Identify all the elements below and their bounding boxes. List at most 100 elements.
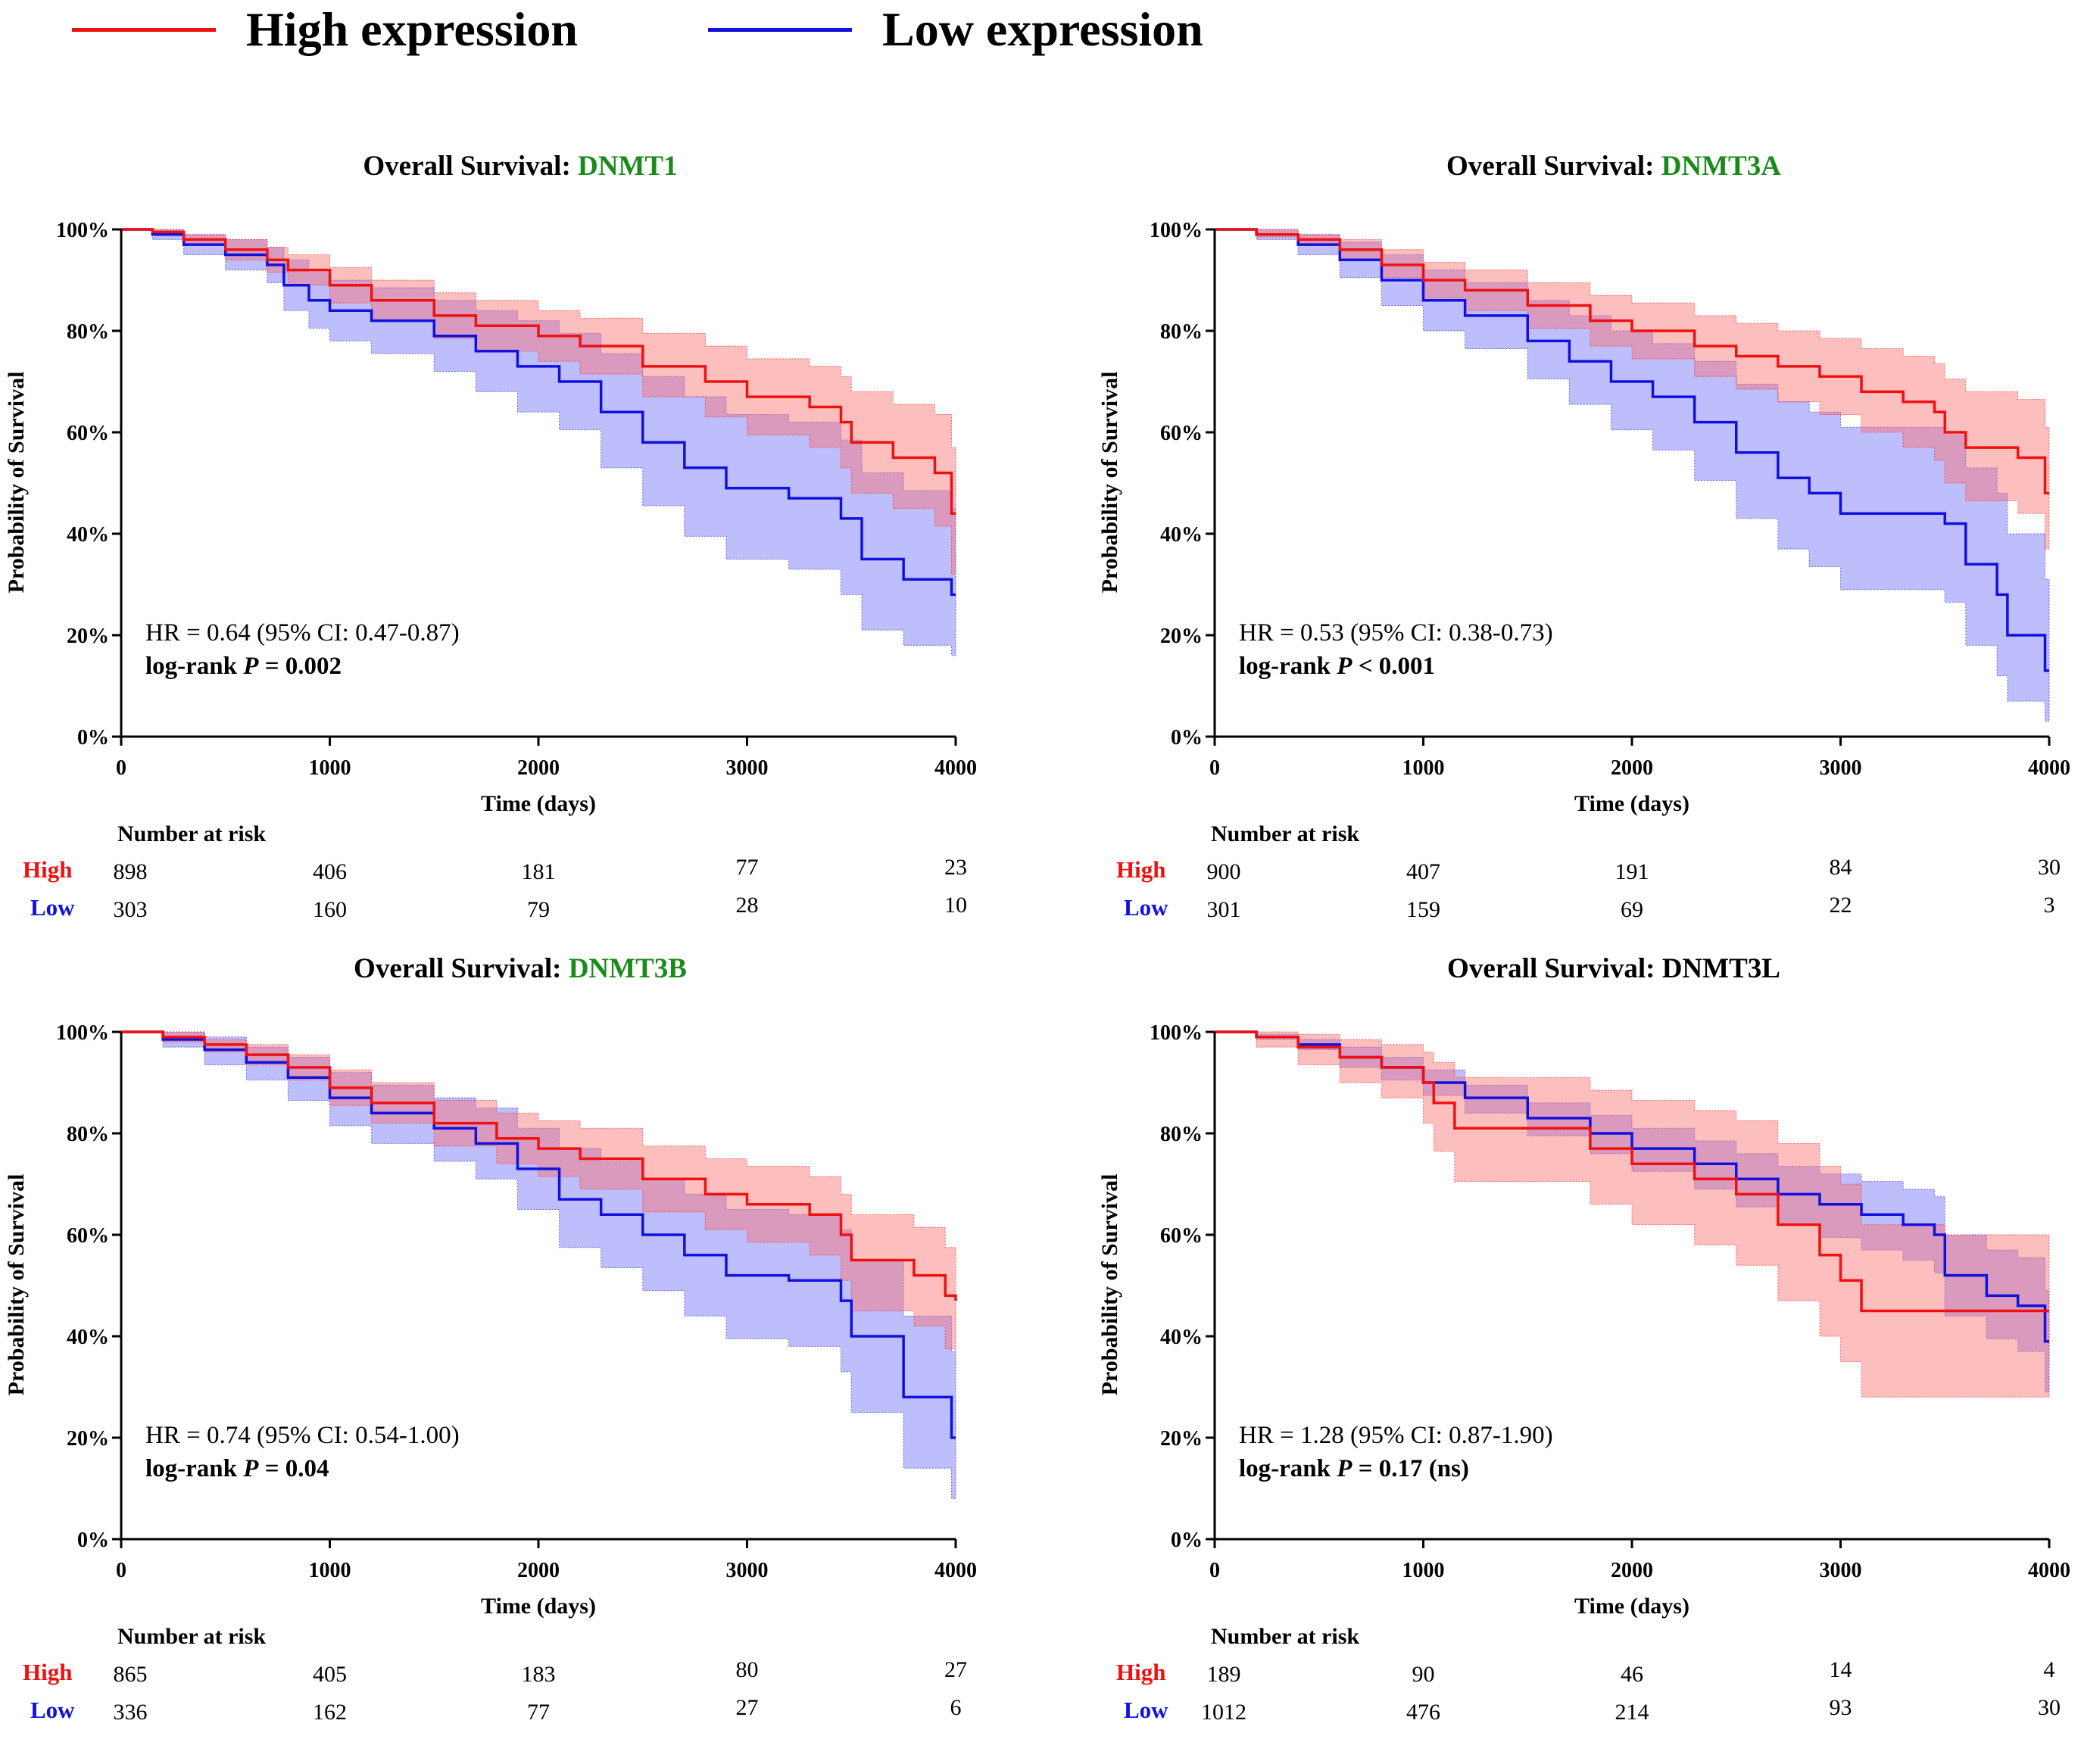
y-axis-label: Probability of Survival xyxy=(1097,371,1122,594)
risk-label-high: High xyxy=(1116,1659,1166,1685)
risk-count-low: 3 xyxy=(2043,893,2055,918)
risk-count-high: 865 xyxy=(113,1662,148,1687)
ci-band-high xyxy=(1215,1031,2050,1398)
risk-label-high: High xyxy=(23,1659,73,1685)
number-at-risk-title: Number at risk xyxy=(1211,1624,1360,1649)
number-at-risk-title: Number at risk xyxy=(1211,821,1360,846)
risk-count-low: 30 xyxy=(2038,1695,2061,1720)
y-tick-label: 0% xyxy=(77,1529,109,1552)
risk-count-low: 1012 xyxy=(1201,1700,1246,1725)
hazard-ratio-text: HR = 1.28 (95% CI: 0.87-1.90) xyxy=(1239,1422,1553,1449)
risk-count-low: 6 xyxy=(950,1695,962,1720)
hazard-ratio-text: HR = 0.64 (95% CI: 0.47-0.87) xyxy=(145,619,460,647)
panel-dnmt3a: Overall Survival: DNMT3A 0% 20% 40% 60% 80% 10… xyxy=(1094,144,2081,961)
legend-swatch-high xyxy=(72,27,216,32)
legend-label-high: High expression xyxy=(246,2,578,56)
y-tick-label: 40% xyxy=(1160,1326,1203,1349)
x-tick-label: 3000 xyxy=(1820,1559,1862,1582)
y-tick-label: 60% xyxy=(67,1224,109,1248)
ci-band-high xyxy=(121,229,956,575)
y-tick-label: 60% xyxy=(67,422,109,445)
chart-title-prefix: Overall Survival: xyxy=(354,953,569,984)
y-axis-label: Probability of Survival xyxy=(4,1173,29,1396)
legend-item-high: High expression xyxy=(72,2,578,58)
survival-plot: 0% 20% 40% 60% 80% 100% 0 1000 2000 3000 4000 xyxy=(1150,219,2070,780)
chart-title: Overall Survival: DNMT1 xyxy=(0,150,1040,182)
y-tick-label: 0% xyxy=(1171,1529,1203,1552)
hazard-ratio-text: HR = 0.53 (95% CI: 0.38-0.73) xyxy=(1239,619,1553,647)
survival-curve-low xyxy=(121,1030,956,1439)
logrank-value: = 0.04 xyxy=(258,1455,329,1482)
risk-count-low: 28 xyxy=(735,893,759,918)
risk-count-high: 84 xyxy=(1829,855,1852,880)
risk-count-high: 405 xyxy=(313,1662,347,1687)
chart-title-prefix: Overall Survival: xyxy=(363,151,579,182)
survival-plot: 0% 20% 40% 60% 80% 100% 0 1000 2000 3000 4000 xyxy=(56,219,977,780)
y-tick-label: 60% xyxy=(1160,422,1203,445)
risk-count-high: 90 xyxy=(1412,1662,1435,1687)
x-tick-label: 3000 xyxy=(726,756,769,780)
legend-item-low: Low expression xyxy=(708,2,1203,58)
y-axis-label: Probability of Survival xyxy=(1097,1173,1122,1396)
risk-count-low: 336 xyxy=(113,1700,148,1725)
logrank-value: = 0.002 xyxy=(258,653,342,680)
chart-title-gene: DNMT3A xyxy=(1661,151,1781,182)
risk-count-low: 93 xyxy=(1829,1695,1852,1720)
y-tick-label: 40% xyxy=(67,523,109,547)
risk-count-low: 214 xyxy=(1615,1700,1649,1725)
x-tick-label: 2000 xyxy=(1611,1559,1653,1582)
x-axis-label: Time (days) xyxy=(1574,1594,1689,1619)
risk-count-high: 183 xyxy=(521,1662,556,1687)
ci-band-low xyxy=(1215,1031,2050,1393)
logrank-p-symbol: P xyxy=(1337,1455,1352,1482)
panel-dnmt1: Overall Survival: DNMT1 0% 20% 40% 60% 80% 100… xyxy=(0,144,1040,961)
survival-curve-high xyxy=(121,1030,957,1301)
chart-title: Overall Survival: DNMT3A xyxy=(1094,150,2081,182)
x-tick-label: 3000 xyxy=(726,1559,769,1582)
y-tick-label: 40% xyxy=(1160,523,1203,547)
y-tick-label: 80% xyxy=(1160,320,1203,344)
survival-curve-high xyxy=(121,228,956,515)
logrank-text: log-rank P = 0.002 xyxy=(145,653,342,681)
y-tick-label: 20% xyxy=(67,1427,109,1451)
risk-count-low: 22 xyxy=(1829,893,1852,918)
y-tick-label: 0% xyxy=(1171,726,1203,750)
x-tick-label: 4000 xyxy=(934,1559,977,1582)
y-tick-label: 40% xyxy=(67,1326,109,1349)
number-at-risk-title: Number at risk xyxy=(117,821,267,846)
risk-count-low: 303 xyxy=(113,897,148,922)
risk-label-high: High xyxy=(1116,856,1166,883)
risk-count-high: 80 xyxy=(735,1657,759,1682)
x-axis-label: Time (days) xyxy=(1574,791,1689,816)
logrank-p-symbol: P xyxy=(243,1455,259,1482)
ci-band-high xyxy=(121,1031,956,1352)
logrank-prefix: log-rank xyxy=(145,653,244,680)
x-tick-label: 4000 xyxy=(2028,756,2070,780)
logrank-p-symbol: P xyxy=(1337,653,1352,680)
x-tick-label: 1000 xyxy=(309,1559,351,1582)
chart-title: Overall Survival: DNMT3B xyxy=(0,952,1040,985)
risk-count-high: 46 xyxy=(1621,1662,1643,1687)
legend: High expression Low expression xyxy=(0,0,2081,76)
ci-band-low xyxy=(1215,229,2050,722)
risk-count-low: 79 xyxy=(527,897,550,922)
risk-count-high: 189 xyxy=(1206,1662,1241,1687)
risk-count-high: 407 xyxy=(1406,859,1440,884)
logrank-text: log-rank P = 0.17 (ns) xyxy=(1239,1455,1469,1483)
legend-swatch-low xyxy=(708,27,852,32)
chart-title-prefix: Overall Survival: xyxy=(1446,151,1661,182)
risk-count-low: 301 xyxy=(1206,897,1241,922)
logrank-value: < 0.001 xyxy=(1352,653,1435,680)
x-tick-label: 1000 xyxy=(309,756,351,780)
logrank-text: log-rank P = 0.04 xyxy=(145,1455,329,1483)
y-tick-label: 80% xyxy=(67,320,109,344)
logrank-prefix: log-rank xyxy=(145,1455,244,1482)
risk-count-high: 4 xyxy=(2043,1657,2055,1682)
y-tick-label: 100% xyxy=(1150,1021,1203,1045)
chart-title-gene: DNMT3L xyxy=(1661,953,1780,984)
risk-count-low: 10 xyxy=(944,893,967,918)
risk-count-low: 27 xyxy=(735,1695,759,1720)
chart-title-gene: DNMT1 xyxy=(578,151,678,182)
risk-label-low: Low xyxy=(30,894,75,921)
y-tick-label: 80% xyxy=(1160,1123,1203,1146)
